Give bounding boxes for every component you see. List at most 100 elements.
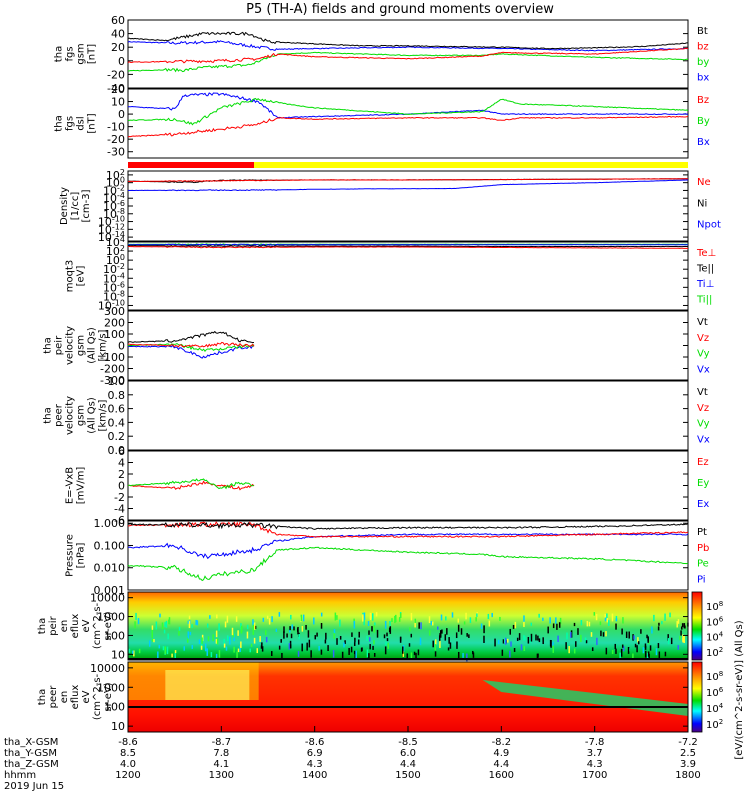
spectrogram-pixel bbox=[233, 646, 235, 653]
spectrogram-pixel bbox=[155, 621, 158, 630]
spectrogram-pixel bbox=[677, 619, 680, 624]
y-tick-label: 0.001 bbox=[94, 584, 126, 597]
spectrogram-pixel bbox=[212, 634, 214, 642]
x-tick-label: 2.5 bbox=[680, 748, 696, 759]
series-line-Pt bbox=[128, 521, 689, 530]
spectrogram-pixel bbox=[476, 613, 478, 617]
legend-entry: Bx bbox=[697, 137, 710, 148]
spectrogram-pixel bbox=[446, 628, 448, 635]
spectrogram-pixel bbox=[374, 622, 376, 626]
spectrogram-pixel bbox=[455, 632, 458, 639]
spectrogram-pixel bbox=[280, 639, 282, 643]
spectrogram-pixel bbox=[580, 620, 583, 626]
spectrogram-pixel bbox=[491, 612, 493, 618]
spectrogram-pixel bbox=[552, 645, 554, 653]
x-tick-label: 6.9 bbox=[307, 748, 323, 759]
spectrogram-pixel bbox=[457, 618, 460, 623]
legend-entry: Pb bbox=[697, 543, 709, 554]
spectrogram-pixel bbox=[158, 644, 161, 649]
y-tick-label: 10 bbox=[111, 96, 125, 109]
spectrogram-pixel bbox=[385, 641, 387, 646]
x-tick-label: 1200 bbox=[115, 770, 140, 781]
x-tick-label: 1600 bbox=[489, 770, 514, 781]
legend-entry: Pi bbox=[697, 574, 706, 585]
spectrogram-pixel bbox=[400, 613, 402, 618]
spectrogram-pixel bbox=[608, 620, 610, 626]
x-tick-label: 1700 bbox=[582, 770, 607, 781]
spectrogram-pixel bbox=[289, 626, 291, 631]
spectrogram-pixel bbox=[215, 630, 218, 638]
spectrogram-pixel bbox=[188, 615, 191, 619]
series-line-Te⊥ bbox=[128, 245, 688, 249]
spectrogram-pixel bbox=[417, 649, 420, 656]
spectrogram-pixel bbox=[447, 647, 450, 651]
spectrogram-pixel bbox=[281, 652, 283, 659]
spectrogram-pixel bbox=[232, 633, 235, 638]
spectrogram-pixel bbox=[216, 637, 219, 645]
spectrogram-pixel bbox=[191, 624, 193, 628]
spectrogram-pixel bbox=[622, 646, 625, 652]
y-tick-label: 60 bbox=[111, 14, 125, 27]
spectrogram-pixel bbox=[386, 638, 389, 642]
y-tick-label: 0 bbox=[118, 55, 125, 68]
spectrogram-pixel bbox=[636, 645, 638, 653]
legend-entry: Bt bbox=[697, 26, 708, 37]
spectrogram-pixel bbox=[151, 638, 154, 642]
spectrogram-pixel bbox=[542, 637, 544, 645]
spectrogram-pixel bbox=[585, 640, 588, 644]
y-tick-label: 10-6 bbox=[103, 199, 125, 213]
spectrogram-pixel bbox=[632, 634, 634, 641]
spectrogram-pixel bbox=[264, 630, 267, 636]
spectrogram-pixel bbox=[644, 653, 647, 658]
y-tick-label: 1.0 bbox=[108, 375, 126, 388]
y-axis-label: velocity bbox=[65, 326, 76, 365]
spectrogram-pixel bbox=[434, 651, 437, 657]
x-tick-label: 3.9 bbox=[680, 759, 696, 770]
spectrogram-pixel bbox=[306, 642, 308, 651]
y-tick-label: 20 bbox=[111, 41, 125, 54]
spectrogram-pixel bbox=[681, 623, 684, 628]
y-tick-label: 10-4 bbox=[103, 191, 125, 205]
panel-frame bbox=[127, 88, 689, 159]
spectrogram-pixel bbox=[246, 631, 249, 639]
spectrogram-pixel bbox=[595, 614, 598, 621]
spectrogram-pixel bbox=[509, 628, 511, 635]
spectrogram-pixel bbox=[658, 622, 660, 626]
spectrogram-pixel bbox=[353, 620, 356, 629]
spectrogram-pixel bbox=[166, 646, 169, 655]
y-tick-label: 0 bbox=[118, 340, 125, 353]
spectrogram-pixel bbox=[324, 639, 327, 644]
spectrogram-pixel bbox=[350, 646, 353, 653]
spectrogram-pixel bbox=[265, 636, 268, 643]
y-tick-label: -300 bbox=[100, 374, 125, 387]
y-axis-label: fgs bbox=[65, 46, 76, 61]
spectrogram-pixel bbox=[187, 620, 190, 624]
colorbar bbox=[691, 661, 703, 733]
spectrogram-pixel bbox=[418, 622, 420, 629]
spectrogram-pixel bbox=[555, 617, 557, 624]
spectrogram-pixel bbox=[293, 626, 295, 631]
spectrogram-pixel bbox=[615, 623, 617, 630]
spectrogram-pixel bbox=[253, 637, 256, 644]
spectrogram-pixel bbox=[658, 651, 661, 660]
spectrogram-pixel bbox=[178, 626, 181, 631]
y-tick-label: 0.8 bbox=[108, 389, 126, 402]
spectrogram-pixel bbox=[627, 646, 630, 654]
legend-entry: Pe bbox=[697, 559, 709, 570]
spectrogram-pixel bbox=[606, 613, 608, 620]
spectrogram-pixel bbox=[410, 652, 413, 661]
spectrogram-pixel bbox=[260, 645, 263, 649]
x-tick-label: 4.4 bbox=[493, 759, 509, 770]
spectrogram-pixel bbox=[206, 623, 209, 628]
y-tick-label: -20 bbox=[107, 133, 125, 146]
spectrogram-pixel bbox=[336, 638, 338, 645]
y-tick-label: 10-8 bbox=[103, 289, 125, 303]
spectrogram-pixel bbox=[414, 620, 416, 628]
y-tick-label: 10-2 bbox=[103, 183, 125, 197]
spectrogram-pixel bbox=[320, 612, 323, 617]
spectrogram-pixel bbox=[271, 616, 273, 623]
series-line-Ti⊥ bbox=[127, 243, 688, 246]
spectrogram-pixel bbox=[305, 624, 307, 630]
y-axis-label: tha bbox=[37, 689, 48, 705]
